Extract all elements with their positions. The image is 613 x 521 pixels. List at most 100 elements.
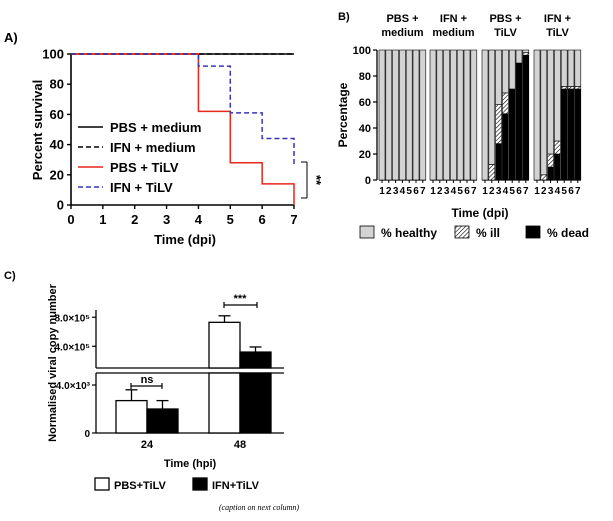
panel-b-legend-label: % healthy	[381, 226, 437, 240]
panel-b-day-label: 2	[541, 186, 547, 197]
panel-a-y-axis-label: Percent survival	[30, 80, 45, 180]
panel-a-significance-stars: **	[309, 175, 324, 186]
panel-b-x-axis-label: Time (dpi)	[451, 206, 508, 220]
panel-c-x-tick-label: 24	[141, 439, 154, 451]
panel-b-bar-dead	[567, 88, 575, 181]
panel-b-y-tick-label: 80	[359, 71, 371, 83]
panel-a-legend: PBS + medium IFN + medium PBS + TiLV IFN + …	[78, 120, 201, 195]
panel-b-day-label: 7	[523, 186, 529, 197]
panel-c-y-tick-label-upper: 8.0×10⁵	[54, 313, 90, 324]
panel-b-group-label: IFN +	[544, 13, 571, 25]
panel-b-bar-healthy	[429, 49, 437, 181]
panel-b-day-label: 2	[386, 186, 392, 197]
panel-a-x-tick-label: 7	[290, 212, 297, 227]
panel-b-bar-healthy	[554, 49, 561, 142]
panel-c-tick-labels: 4.0×10⁵ 8.0×10⁵ 0 4.0×10³ 24 48 ns ***	[54, 293, 247, 451]
panel-c-bar	[115, 399, 148, 434]
panel-b-bar-ill	[567, 86, 575, 90]
panel-c-legend-swatch	[192, 477, 208, 491]
panel-b-bar-ill	[547, 153, 554, 168]
panel-a-x-tick-label: 1	[99, 212, 106, 227]
panel-a-y-tick-label: 20	[50, 167, 64, 182]
panel-b-bar-healthy	[502, 49, 509, 94]
panel-c-x-tick-label: 48	[234, 439, 246, 451]
panel-a-legend-label: PBS + medium	[110, 120, 201, 135]
panel-b-bar-healthy	[419, 49, 427, 181]
panel-a-series-lines	[71, 53, 295, 205]
panel-b-group-label: medium	[432, 27, 474, 39]
panel-a-survival-chart: A) Percent survival Time (dpi) 0 1 2 3 4 5 6 70…	[4, 30, 324, 247]
panel-c-sig-label: ***	[234, 293, 248, 305]
panel-b-bar-ill	[540, 174, 548, 181]
panel-b-group-label: TiLV	[546, 27, 569, 39]
panel-c-y-tick-label-upper: 4.0×10⁵	[54, 342, 90, 353]
panel-b-legend-swatch	[454, 225, 470, 239]
panel-b-y-tick-label: 60	[359, 97, 371, 109]
panel-b-day-label: 6	[516, 186, 522, 197]
panel-b-day-label: 4	[503, 186, 509, 197]
panel-c-x-axis-label: Time (hpi)	[164, 458, 217, 470]
panel-b-bar-healthy	[378, 49, 386, 181]
panel-b-bar-ill	[495, 104, 502, 144]
panel-a-y-tick-label: 80	[50, 77, 64, 92]
panel-b-day-label: 1	[430, 186, 436, 197]
panel-a-series-line-3	[71, 53, 295, 205]
panel-c-legend-swatch	[94, 477, 110, 491]
panel-b-day-label: 3	[393, 186, 399, 197]
panel-b-day-label: 7	[420, 186, 426, 197]
panel-b-bar-healthy	[412, 49, 420, 181]
panel-a-y-tick-label: 0	[57, 198, 64, 213]
panel-b-day-label: 3	[496, 186, 502, 197]
panel-c-viral-copy-chart: C) Normalised viral copy number Time (hp…	[4, 270, 284, 492]
panel-b-bar-ill	[522, 52, 530, 56]
panel-b-bar-healthy	[463, 49, 471, 181]
panel-b-legend-swatch	[525, 225, 541, 239]
panel-b-y-tick-label: 100	[353, 45, 371, 57]
panel-c-y-tick-label-lower: 4.0×10³	[56, 381, 91, 392]
panel-c-bar	[239, 351, 272, 369]
panel-a-legend-label: IFN + TiLV	[110, 180, 173, 195]
panel-b-legend-label: % dead	[547, 226, 589, 240]
panel-b-bar-ill	[502, 92, 509, 115]
panel-a-legend-label: IFN + medium	[110, 140, 196, 155]
panel-b-bar-healthy	[392, 49, 399, 181]
panel-b-day-label: 1	[534, 186, 540, 197]
panel-b-day-label: 6	[413, 186, 419, 197]
panel-b-day-label: 1	[482, 186, 488, 197]
panel-a-series-line-4	[71, 53, 295, 165]
panel-b-bar-healthy	[533, 49, 541, 181]
panel-b-bar-healthy	[481, 49, 489, 181]
panel-b-group-labels: PBS + medium IFN + medium PBS + TiLV IFN + TiLV	[381, 13, 571, 39]
panel-b-bar-ill	[560, 86, 568, 90]
panel-c-bars	[115, 302, 272, 434]
panel-c-legend-label: IFN+TiLV	[212, 480, 260, 492]
panel-b-bar-dead	[547, 166, 554, 181]
panel-b-bar-healthy	[540, 49, 548, 176]
panel-b-day-label: 7	[575, 186, 581, 197]
panel-b-day-label: 6	[568, 186, 574, 197]
panel-b-bar-ill	[574, 86, 582, 90]
panel-a-x-tick-label: 5	[227, 212, 234, 227]
panel-b-y-tick-label: 40	[359, 123, 371, 135]
panel-a-x-tick-label: 2	[131, 212, 138, 227]
panel-c-bar	[146, 408, 179, 434]
panel-a-x-tick-label: 6	[259, 212, 266, 227]
panel-b-legend: % healthy % ill % dead	[359, 225, 589, 240]
panel-b-day-label: 4	[451, 186, 457, 197]
panel-c-y-tick-label-lower: 0	[84, 429, 90, 440]
panel-b-day-label: 6	[464, 186, 470, 197]
panel-b-day-label: 5	[457, 186, 463, 197]
panel-b-bars	[378, 49, 582, 181]
panel-b-day-label: 3	[444, 186, 450, 197]
panel-b-bar-healthy	[399, 49, 406, 181]
panel-b-day-label: 5	[406, 186, 412, 197]
panel-c-legend-label: PBS+TiLV	[114, 480, 167, 492]
panel-b-bar-healthy	[547, 49, 554, 155]
panel-b-bar-dead	[522, 54, 530, 181]
panel-b-bar-healthy	[456, 49, 464, 181]
panel-a-tick-labels: 0 1 2 3 4 5 6 7 0 20 40 60 80 100	[42, 47, 297, 228]
panel-b-day-label: 5	[509, 186, 515, 197]
panel-b-bar-healthy	[470, 49, 478, 181]
